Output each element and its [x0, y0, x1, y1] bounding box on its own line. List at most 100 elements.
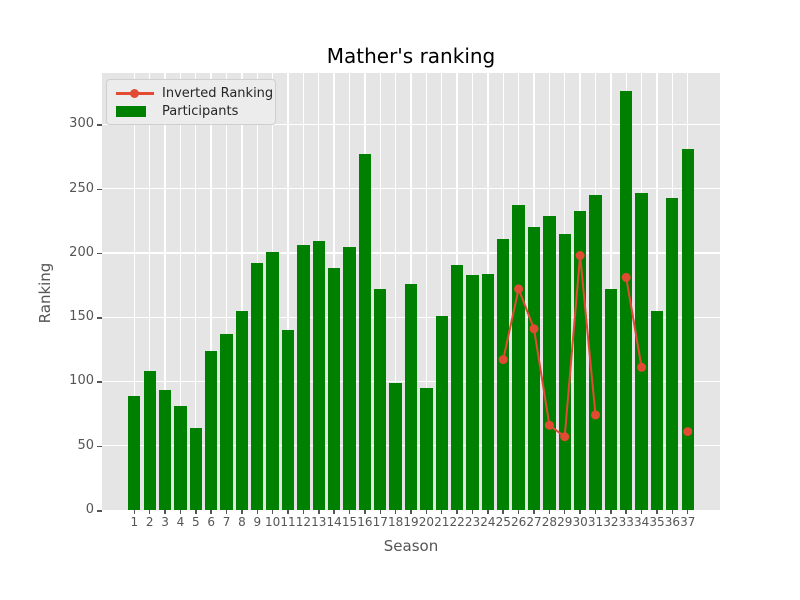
legend-item-participants: Participants	[116, 104, 266, 119]
x-tick-label: 9	[253, 515, 262, 529]
y-tick-label: 150	[69, 309, 94, 325]
legend-label: Inverted Ranking	[162, 85, 274, 101]
bar-season-17	[374, 288, 387, 510]
bar-season-36	[666, 197, 679, 510]
x-tick-mark	[302, 510, 305, 514]
x-tick-mark	[133, 510, 136, 514]
x-tick-mark	[241, 510, 243, 514]
gridline-vertical	[287, 73, 289, 510]
bar-season-35	[650, 310, 664, 510]
x-tick-mark	[671, 510, 674, 514]
line-point-season-29	[560, 432, 570, 442]
x-tick-mark	[210, 510, 212, 514]
gridline-vertical	[425, 73, 428, 510]
line-marker-icon	[116, 87, 156, 99]
x-tick-label: 30	[572, 515, 588, 529]
x-tick-label: 26	[510, 515, 527, 529]
bar-season-7	[220, 333, 233, 510]
gridline-vertical	[133, 73, 135, 510]
x-tick-label: 15	[341, 515, 358, 529]
bar-season-24	[481, 273, 494, 510]
bar-season-14	[327, 268, 341, 510]
bar-season-37	[681, 148, 694, 510]
x-tick-label: 2	[145, 515, 154, 529]
line-point-season-25	[498, 355, 508, 365]
gridline-vertical	[164, 73, 166, 510]
x-tick-label: 17	[372, 515, 388, 529]
x-tick-label: 27	[526, 515, 542, 529]
bar-season-27	[527, 227, 541, 510]
x-tick-label: 28	[541, 515, 557, 529]
bar-season-12	[297, 245, 310, 510]
x-tick-label: 13	[311, 515, 327, 529]
x-tick-mark	[271, 510, 274, 514]
x-tick-mark	[517, 510, 520, 514]
x-tick-mark	[487, 510, 489, 514]
gridline-vertical	[148, 73, 151, 510]
bar-season-19	[404, 283, 418, 510]
gridline-vertical	[241, 73, 243, 510]
bar-season-13	[312, 241, 325, 510]
x-tick-mark	[394, 510, 397, 514]
x-tick-label: 37	[680, 515, 696, 529]
y-tick-label: 100	[69, 373, 94, 389]
bar-season-4	[174, 405, 187, 510]
x-tick-label: 31	[587, 515, 604, 529]
y-tick-mark	[97, 124, 102, 126]
x-tick-mark	[533, 510, 535, 514]
y-tick-mark	[97, 381, 102, 383]
x-tick-mark	[579, 510, 581, 514]
x-tick-mark	[625, 510, 627, 514]
y-tick-mark	[97, 445, 102, 448]
x-tick-label: 32	[603, 515, 619, 529]
legend-item-inverted-ranking: Inverted Ranking	[116, 86, 273, 101]
x-tick-label: 4	[176, 515, 185, 529]
y-tick-mark	[97, 317, 102, 319]
x-tick-mark	[287, 510, 289, 514]
x-tick-label: 33	[618, 515, 634, 529]
gridline-vertical	[656, 73, 658, 510]
bar-swatch-icon	[116, 105, 156, 117]
x-tick-mark	[610, 510, 612, 514]
bar-season-5	[189, 427, 202, 510]
y-tick-label: 200	[69, 244, 94, 260]
legend: Inverted Ranking Participants	[106, 79, 276, 125]
bar-season-11	[281, 330, 295, 510]
line-segment	[502, 255, 597, 439]
line-point-season-34	[637, 362, 647, 372]
y-tick-label: 250	[69, 180, 94, 196]
x-tick-label: 25	[495, 515, 511, 529]
x-tick-mark	[164, 510, 166, 514]
bar-season-32	[604, 288, 617, 510]
gridline-vertical	[441, 73, 443, 510]
y-tick-label: 300	[69, 116, 94, 132]
x-tick-label: 6	[207, 515, 215, 529]
bar-season-9	[251, 263, 264, 510]
gridline-vertical	[225, 73, 228, 510]
y-tick-label: 50	[77, 437, 94, 453]
x-tick-mark	[640, 510, 643, 514]
x-tick-label: 10	[265, 515, 281, 529]
bar-season-8	[235, 310, 249, 510]
x-tick-mark	[410, 510, 412, 514]
x-tick-mark	[502, 510, 504, 514]
x-tick-label: 19	[403, 515, 419, 529]
bar-season-3	[158, 390, 172, 510]
bar-season-6	[204, 350, 218, 510]
line-point-season-30	[575, 251, 585, 260]
x-tick-label: 3	[161, 515, 169, 529]
y-tick-label: 0	[85, 502, 94, 517]
x-tick-mark	[548, 510, 551, 514]
bar-season-10	[266, 251, 279, 510]
gridline-vertical	[210, 73, 212, 510]
x-tick-label: 23	[464, 515, 481, 529]
bar-season-18	[389, 382, 402, 510]
x-tick-label: 12	[295, 515, 312, 529]
plot-area	[102, 73, 720, 510]
y-tick-mark	[97, 188, 102, 191]
bar-season-31	[589, 195, 602, 510]
x-tick-label: 1	[130, 515, 139, 529]
x-tick-mark	[195, 510, 197, 514]
x-tick-label: 11	[280, 515, 296, 529]
